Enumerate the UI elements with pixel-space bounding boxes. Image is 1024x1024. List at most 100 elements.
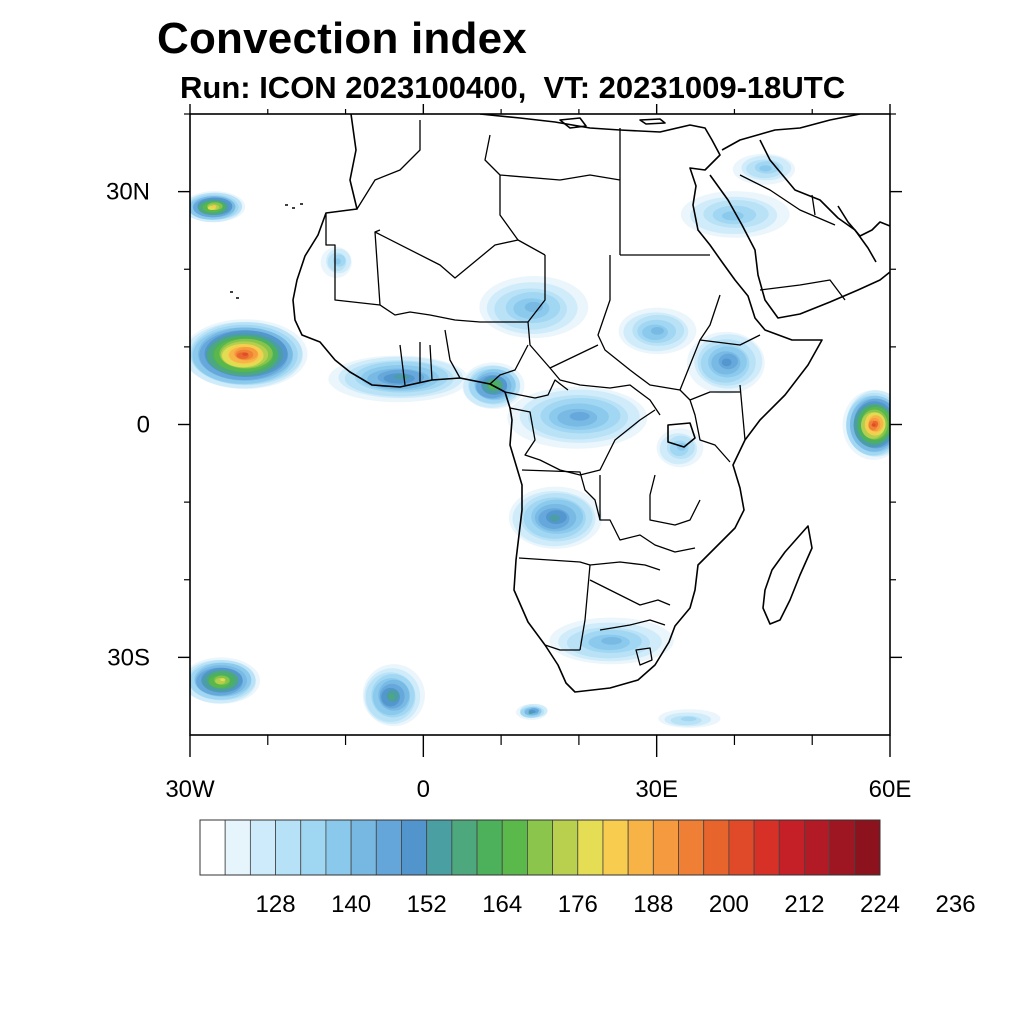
colorbar-label: 224 (860, 891, 900, 918)
lon-tick-label: 30E (635, 776, 678, 803)
border-morocco-algeria (356, 120, 421, 210)
colorbar-swatch (350, 819, 377, 876)
border-southern-africa (544, 564, 671, 651)
africa-coastline (292, 114, 823, 693)
colorbar-swatch (854, 819, 881, 876)
chart-title: Convection index (157, 14, 527, 63)
convection-area-indian-ocean-e (842, 390, 890, 460)
convection-contour (721, 358, 732, 367)
convection-contour (212, 205, 217, 209)
convection-contour (242, 352, 249, 356)
convection-area-sudan-south (618, 307, 697, 355)
colorbar-swatch (325, 819, 352, 876)
convection-contour (871, 423, 876, 427)
colorbar-label: 164 (482, 891, 522, 918)
gulf-coastline (837, 205, 890, 237)
colorbar-swatch (426, 819, 453, 876)
lon-tick-label: 30W (165, 776, 215, 803)
convection-area-atlantic-itcz (190, 319, 308, 390)
border-chad-niger (527, 255, 599, 369)
border-car-congo (549, 367, 661, 416)
colorbar-label: 212 (784, 891, 824, 918)
convection-contour (601, 637, 622, 645)
colorbar-swatch (451, 819, 478, 876)
colorbar-swatch (476, 819, 503, 876)
colorbar-swatch (778, 819, 805, 876)
convection-area-far-south (658, 709, 721, 728)
colorbar-swatch (300, 819, 327, 876)
colorbar-swatch (728, 819, 755, 876)
colorbar-swatch (275, 819, 302, 876)
border-egypt (619, 128, 710, 256)
crete-coastline (639, 118, 666, 125)
convection-contour (528, 711, 533, 715)
colorbar-label: 152 (407, 891, 447, 918)
convection-area-botswana-rsa (549, 617, 674, 665)
lat-tick-label: 0 (137, 412, 150, 439)
convection-area-sahel-chad (479, 276, 589, 339)
convection-area-mozambique-channel (515, 703, 548, 720)
canary-islands (230, 203, 303, 299)
colorbar-swatch (501, 819, 528, 876)
map-axes: 30N 0 30S 30W 0 30E 60E (106, 104, 911, 803)
convection-area-ethiopia (686, 331, 765, 394)
colorbar: 128 140 152 164 176 188 200 212 224 236 (199, 819, 976, 918)
border-arabia (739, 174, 846, 301)
colorbar-swatch (627, 819, 654, 876)
convection-area-ne-atlantic (190, 191, 246, 223)
colorbar-frame (199, 819, 881, 876)
convection-contour (393, 374, 410, 380)
convection-contour (569, 411, 590, 421)
convection-contour (759, 165, 772, 172)
colorbar-swatch (753, 819, 780, 876)
convection-area-congo-basin (507, 386, 648, 449)
border-tanzania-zambia (599, 474, 701, 553)
border-congo-drc (509, 407, 656, 476)
lat-tick-label: 30N (106, 179, 150, 206)
colorbar-swatch (577, 819, 604, 876)
colorbar-label: 128 (256, 891, 296, 918)
colorbar-label: 176 (558, 891, 598, 918)
colorbar-swatch (199, 819, 226, 876)
lat-tick-label: 30S (107, 644, 150, 671)
convection-contour (721, 211, 744, 221)
country-borders (325, 120, 846, 666)
coastlines (230, 114, 890, 693)
colorbar-label: 200 (709, 891, 749, 918)
convection-contour (549, 514, 560, 522)
lake-victoria (667, 422, 696, 448)
border-sudan (597, 255, 721, 391)
convection-area-mauritania (320, 246, 352, 278)
convection-contour (388, 693, 395, 700)
colorbar-swatch (224, 819, 251, 876)
lon-tick-label: 0 (417, 776, 430, 803)
colorbar-swatch (375, 819, 402, 876)
sicily-coastline (559, 117, 587, 129)
colorbar-swatch (527, 819, 553, 876)
border-nigeria-cameroon (489, 344, 569, 399)
colorbar-swatch (804, 819, 831, 876)
border-angola-namibia (518, 469, 661, 571)
colorbar-label: 188 (633, 891, 673, 918)
colorbar-swatch (829, 819, 856, 876)
lon-tick-label: 60E (869, 776, 912, 803)
convection-area-guinea-coast (328, 355, 469, 403)
border-east-africa (679, 334, 761, 463)
convection-contour (524, 301, 543, 313)
convection-area-arabia-nw (732, 153, 796, 185)
convection-area-south-atlantic (362, 664, 425, 727)
border-libya (484, 134, 621, 255)
colorbar-swatch (703, 819, 730, 876)
convection-contour (334, 258, 341, 265)
convection-contour (680, 716, 697, 722)
colorbar-swatch (249, 819, 276, 876)
border-west-africa (379, 304, 528, 386)
convection-contour (650, 326, 664, 335)
arabia-coastline (709, 114, 890, 319)
colorbar-swatch (552, 819, 579, 876)
colorbar-swatch (401, 819, 428, 876)
convection-contour (220, 678, 226, 682)
border-lesotho (635, 647, 653, 666)
chart-subtitle: Run: ICON 2023100400, VT: 20231009-18UTC (180, 70, 846, 105)
